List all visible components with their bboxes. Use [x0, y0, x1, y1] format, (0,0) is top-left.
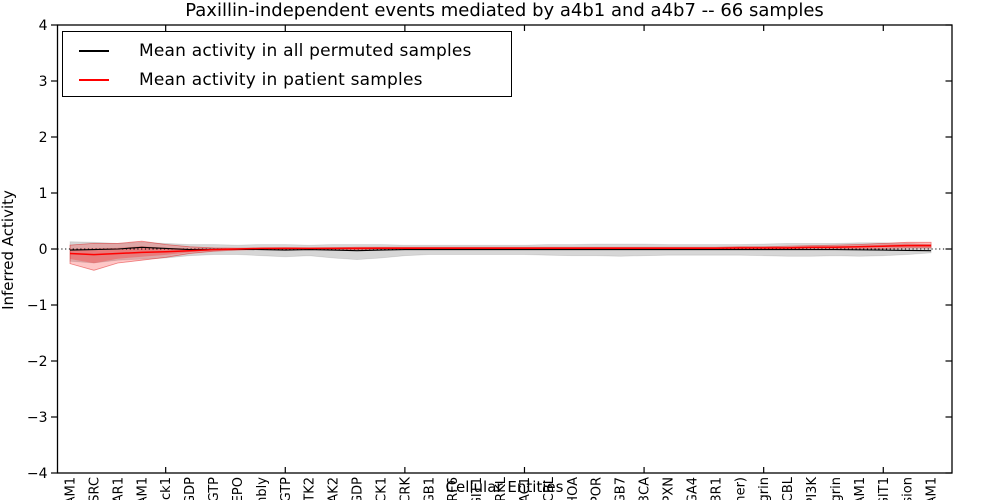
- legend: Mean activity in all permuted samples Me…: [62, 31, 512, 97]
- legend-label: Mean activity in patient samples: [139, 69, 423, 90]
- legend-item-patient: Mean activity in patient samples: [79, 65, 511, 94]
- x-category-label: JAK2: [327, 477, 342, 500]
- y-axis-label: Inferred Activity: [0, 190, 17, 310]
- x-category-label: cell adhesion: [901, 477, 916, 500]
- legend-label: Mean activity in all permuted samples: [139, 40, 472, 61]
- x-category-label: PXN: [662, 477, 677, 500]
- x-category-label: PI3K: [805, 477, 820, 500]
- x-category-label: CBL: [542, 476, 557, 500]
- x-category-label: PIK3R1: [709, 477, 724, 500]
- x-category-label: alpha4/beta7 Integrin: [829, 477, 844, 500]
- y-tick-label: 3: [39, 74, 48, 90]
- x-category-label: alpha4/beta1 Integrin: [757, 477, 772, 500]
- x-category-label: EPO/EPOR (dimer): [733, 477, 748, 500]
- y-tick-label: 0: [39, 242, 48, 258]
- x-category-label: alpha4/beta7 Integrin/MAdCAM1: [925, 477, 940, 500]
- y-tick-label: −2: [27, 354, 48, 370]
- x-category-label: mol:GTP: [207, 477, 222, 500]
- x-category-label: alpha4/beta1 Integrin/Paxillin/GIT1: [877, 477, 892, 500]
- x-axis-label: Cellular Entities: [445, 478, 564, 496]
- permuted-range-band: [69, 241, 932, 264]
- chart-title: Paxillin-independent events mediated by …: [185, 0, 824, 21]
- legend-line-swatch-black: [79, 49, 109, 52]
- x-category-label: RHOA: [566, 477, 581, 500]
- legend-line-swatch-red: [79, 78, 109, 81]
- x-category-label: EPO: [231, 477, 246, 500]
- x-category-label: lamellipodium assembly: [255, 477, 270, 500]
- x-category-label: GIT1: [470, 477, 485, 500]
- x-category-label: Rac1/GTP: [279, 477, 294, 500]
- x-category-label: ITGA4: [685, 477, 700, 500]
- x-category-label: ITGB7: [614, 477, 629, 500]
- x-category-label: VCAM1: [64, 477, 79, 500]
- y-tick-label: 1: [39, 186, 48, 202]
- x-category-label: CRKL/CBL: [781, 476, 796, 500]
- patient-mean-line: [69, 244, 932, 256]
- x-category-label: CRK: [398, 477, 413, 500]
- x-category-label: ITGB1: [422, 477, 437, 500]
- y-tick-label: −4: [27, 466, 48, 482]
- x-category-label: alpha4/beta1 Integrin/VCAM1: [135, 477, 150, 500]
- x-category-label: mol:GDP: [183, 477, 198, 500]
- x-category-label: SRC: [87, 477, 102, 500]
- x-category-label: PTK2: [303, 477, 318, 500]
- y-tick-label: −3: [27, 410, 48, 426]
- y-tick-label: −1: [27, 298, 48, 314]
- y-tick-label: 4: [39, 18, 48, 34]
- y-tick-label: 2: [39, 130, 48, 146]
- x-category-label: EPOR: [590, 477, 605, 500]
- legend-item-permuted: Mean activity in all permuted samples: [79, 36, 511, 65]
- x-category-label: Rac1/GDP: [351, 477, 366, 500]
- x-category-label: RAC1: [518, 477, 533, 500]
- x-category-label: CRKL: [494, 476, 509, 500]
- x-category-label: BCAR1: [111, 477, 126, 500]
- x-category-label: PIK3CA: [638, 477, 653, 500]
- x-category-label: ARF6: [446, 477, 461, 500]
- x-category-label: DOCK1: [374, 477, 389, 500]
- x-category-label: p130Cas/Crk/Dock1: [159, 477, 174, 500]
- x-category-label: MADCAM1: [853, 477, 868, 500]
